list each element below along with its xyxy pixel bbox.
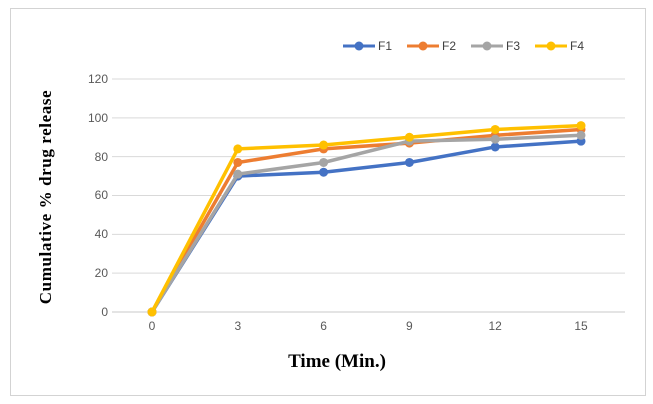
legend-line-marker-icon: [535, 41, 568, 51]
x-tick-label: 9: [406, 319, 413, 333]
y-tick-label: 80: [94, 149, 108, 164]
legend-label: F3: [506, 39, 521, 53]
data-point-F4: [404, 132, 414, 142]
y-tick-label: 40: [94, 227, 108, 242]
legend-item-F1: F1: [342, 39, 392, 53]
legend-label: F4: [570, 39, 585, 53]
legend-item-F2: F2: [406, 39, 456, 53]
series-line-F1: [150, 139, 583, 314]
data-point-F1: [319, 167, 329, 177]
data-point-F2: [233, 157, 243, 167]
y-axis-title: Cumulative % drug release: [36, 89, 55, 305]
legend-item-F3: F3: [470, 39, 520, 53]
y-tick-label: 100: [87, 110, 108, 125]
x-tick-label: 6: [320, 319, 327, 333]
legend-item-F4: F4: [534, 39, 584, 53]
legend-line-marker-icon: [343, 41, 375, 51]
series-line-F4: [150, 123, 583, 314]
data-point-F4: [319, 140, 329, 150]
x-tick-label: 0: [148, 319, 156, 333]
legend: F1 F2 F3 F4: [342, 39, 598, 53]
data-point-F3: [233, 169, 243, 179]
legend-line-marker-icon: [471, 41, 504, 51]
data-point-F4: [490, 124, 500, 134]
legend-line-marker-icon: [407, 41, 440, 51]
x-tick-label: 15: [574, 319, 588, 333]
x-tick-label: 3: [234, 319, 242, 333]
data-point-F4: [147, 307, 157, 317]
y-tick-label: 120: [87, 71, 108, 86]
data-point-F3: [490, 134, 500, 144]
x-tick-label: 12: [488, 319, 502, 333]
data-point-F1: [490, 142, 500, 152]
series-line-F2: [150, 127, 583, 314]
chart-border-frame: [10, 8, 646, 396]
data-point-F4: [233, 144, 243, 154]
y-tick-label: 20: [94, 266, 108, 281]
y-tick-label: 60: [94, 188, 108, 203]
data-point-F3: [319, 157, 329, 167]
series-line-F3: [150, 133, 583, 314]
y-tick-label: 0: [101, 305, 108, 319]
data-point-F4: [576, 121, 586, 131]
data-point-F3: [576, 130, 586, 140]
data-point-F1: [404, 157, 414, 167]
legend-label: F1: [378, 39, 393, 53]
x-axis-title: Time (Min.): [288, 351, 386, 372]
legend-label: F2: [442, 39, 457, 53]
